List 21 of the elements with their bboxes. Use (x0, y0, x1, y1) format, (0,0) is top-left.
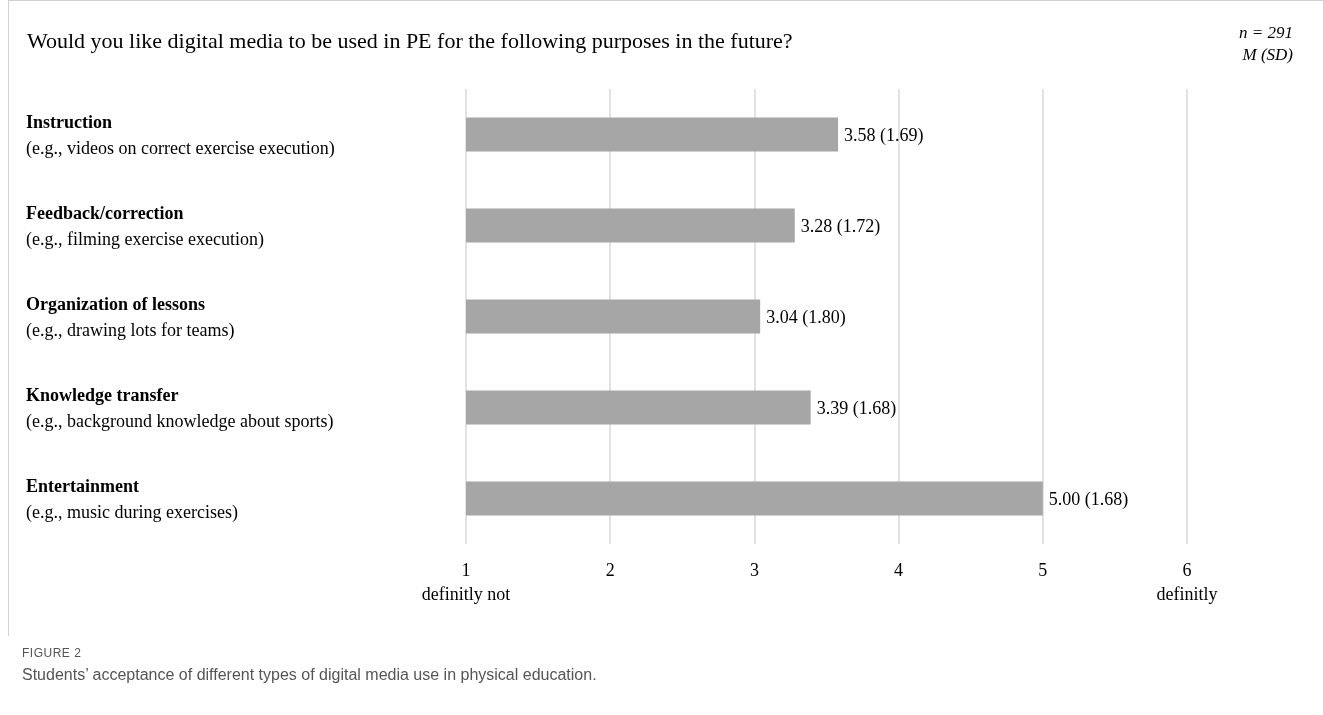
y-tick-label: Feedback/correction (e.g., filming exercise execution) (26, 202, 264, 250)
x-tick-label: 2 (605, 560, 615, 580)
x-tick-label: 6 definitly (1156, 560, 1218, 604)
text: Students’ acceptance of different types of digital media use in physical education. (22, 666, 597, 684)
x-tick-label: 5 (1038, 560, 1048, 580)
caption: FIGURE 2 (22, 646, 83, 660)
x-tick-label: 3 (749, 560, 759, 580)
y-tick-label: Knowledge transfer (e.g., background knowledge about sports) (26, 384, 334, 432)
chart-title: Would you like digital media to be used in PE for the following purposes in the future? (27, 27, 793, 53)
text: M (SD) (1241, 44, 1293, 66)
data-label: 3.39 (1.68) (816, 397, 897, 419)
y-tick-label: Entertainment (e.g., music during exercises) (26, 475, 238, 523)
y-tick-label: Organization of lessons (e.g., drawing lots for teams) (26, 293, 235, 341)
y-tick-label: Instruction (e.g., videos on correct exercise execution) (26, 111, 335, 159)
x-tick-label: 4 (894, 560, 904, 580)
x-tick-label: 1 definitly not (421, 560, 511, 604)
data-label: 3.04 (1.80) (766, 306, 846, 328)
data-label: 3.58 (1.69) (844, 124, 924, 146)
data-label: 3.28 (1.72) (800, 215, 881, 237)
text: n = 291 (1239, 22, 1293, 44)
data-label: 5.00 (1.68) (1048, 488, 1129, 510)
